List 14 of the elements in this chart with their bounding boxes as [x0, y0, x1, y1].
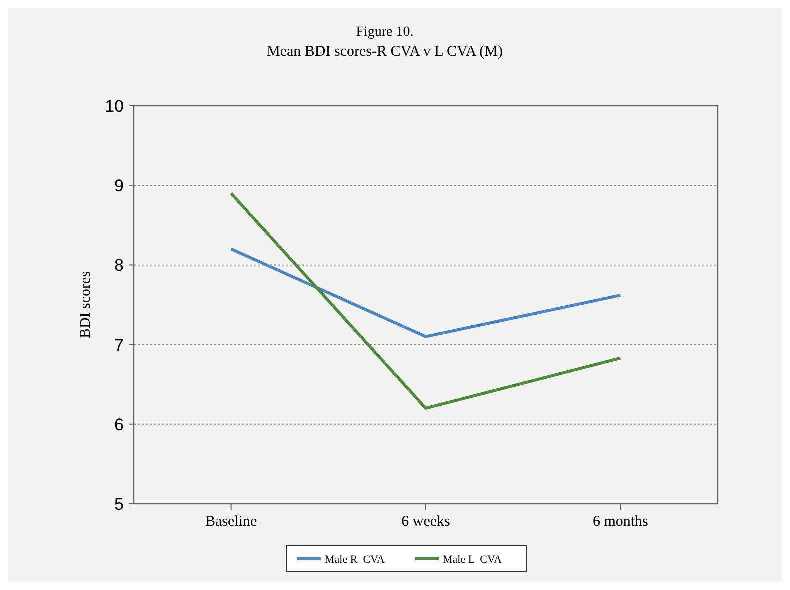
chart-title: Figure 10.	[356, 25, 414, 40]
x-tick-label: 6 weeks	[402, 514, 451, 530]
y-axis-title: BDI scores	[78, 271, 94, 339]
chart-subtitle: Mean BDI scores-R CVA v L CVA (M)	[267, 44, 503, 60]
y-tick-label: 7	[114, 336, 124, 355]
legend-label: Male L CVA	[443, 554, 502, 566]
x-tick-label: 6 months	[592, 514, 649, 530]
y-tick-label: 9	[114, 176, 124, 196]
y-tick-label: 8	[114, 256, 124, 276]
x-tick-label: Baseline	[206, 514, 258, 530]
y-tick-label: 6	[114, 415, 124, 434]
y-tick-label: 5	[114, 494, 124, 514]
legend-label: Male R CVA	[325, 554, 386, 566]
y-tick-label: 10	[105, 96, 124, 116]
